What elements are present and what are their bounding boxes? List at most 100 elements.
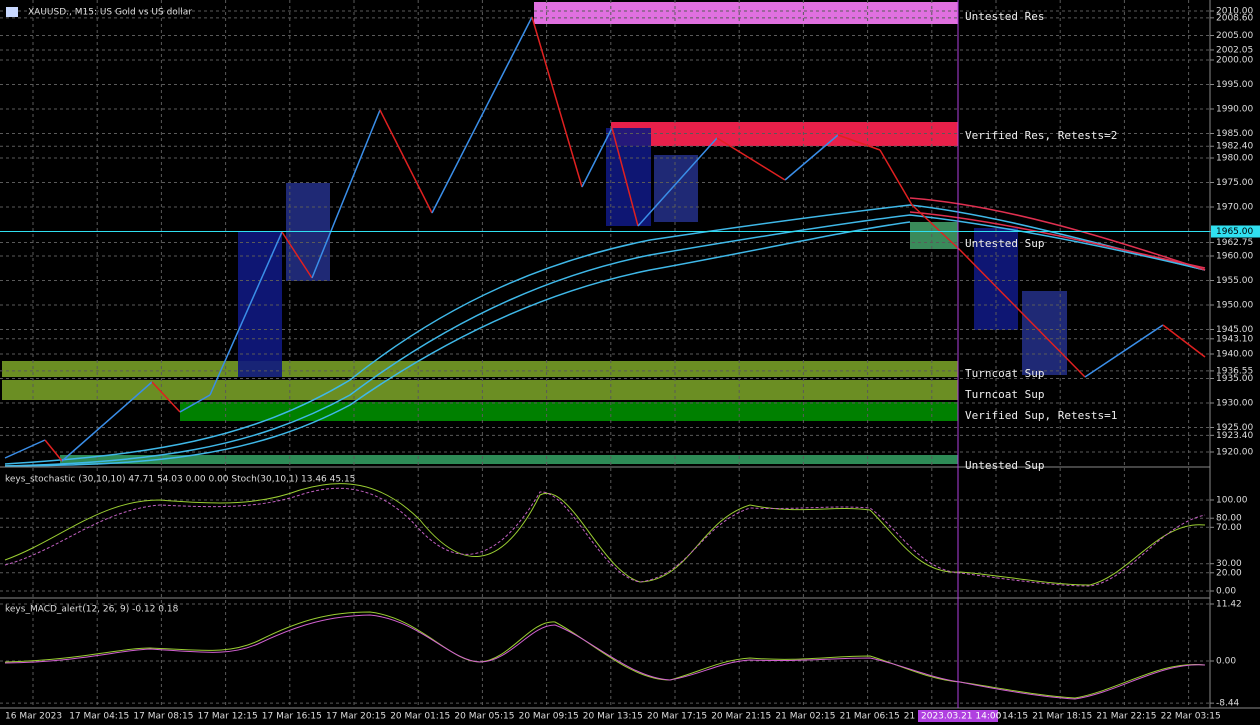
zigzag bbox=[281, 231, 313, 279]
tick-label: 2005.00 bbox=[1216, 31, 1253, 41]
time-label: 20 Mar 09:15 bbox=[519, 712, 579, 722]
zigzag bbox=[209, 231, 283, 396]
tick-label: 2008.60 bbox=[1216, 13, 1253, 23]
zone-label: Verified Res, Retests=2 bbox=[965, 129, 1117, 142]
zigzag bbox=[44, 439, 63, 462]
current-price-box bbox=[1211, 225, 1260, 238]
zigzag bbox=[311, 109, 381, 279]
time-label: 17 Mar 20:15 bbox=[326, 712, 386, 722]
zigzag bbox=[611, 127, 639, 227]
zone-gap bbox=[958, 2, 1210, 24]
tick-label: -8.44 bbox=[1216, 699, 1240, 709]
tick-label: 1962.75 bbox=[1216, 238, 1253, 248]
zone bbox=[2, 380, 958, 400]
tick-label: 1982.40 bbox=[1216, 142, 1253, 152]
time-label: 20 Mar 13:15 bbox=[583, 712, 643, 722]
tick-label: 1945.00 bbox=[1216, 325, 1253, 335]
tick-label: 1995.00 bbox=[1216, 80, 1253, 90]
zone-label: Turncoat Sup bbox=[965, 367, 1044, 380]
tick-label: 1925.00 bbox=[1216, 423, 1253, 433]
zigzag bbox=[151, 381, 181, 413]
tick-label: 2010.00 bbox=[1216, 7, 1253, 17]
tick-label: 1940.00 bbox=[1216, 350, 1253, 360]
tick-label: 1975.00 bbox=[1216, 178, 1253, 188]
time-label: 20 Mar 17:15 bbox=[647, 712, 707, 722]
box bbox=[654, 155, 698, 222]
stoch-title: keys_stochastic (30,10,10) 47.71 54.03 0… bbox=[5, 475, 355, 485]
zone bbox=[611, 122, 958, 146]
zigzag bbox=[431, 16, 533, 214]
tick-label: 1923.40 bbox=[1216, 431, 1253, 441]
tick-label: 2002.05 bbox=[1216, 45, 1253, 55]
zone bbox=[180, 402, 958, 421]
time-label: 20 Mar 01:15 bbox=[390, 712, 450, 722]
tick-label: 1950.00 bbox=[1216, 301, 1253, 311]
time-label: 17 Mar 12:15 bbox=[198, 712, 258, 722]
zigzag bbox=[784, 134, 839, 181]
macd-main bbox=[4, 611, 1206, 699]
zone bbox=[60, 455, 958, 464]
tick-label: 1985.00 bbox=[1216, 129, 1253, 139]
zigzag bbox=[4, 439, 46, 459]
ma bbox=[909, 197, 1206, 271]
zone-label: Turncoat Sup bbox=[965, 388, 1044, 401]
tick-label: 0.00 bbox=[1216, 657, 1236, 667]
tick-label: 80.00 bbox=[1216, 514, 1242, 524]
ma bbox=[4, 221, 911, 467]
zigzag bbox=[879, 149, 913, 206]
macd-title: keys_MACD_alert(12, 26, 9) -0.12 0.18 bbox=[5, 605, 179, 615]
stoch-signal bbox=[4, 487, 1206, 587]
tick-label: 1955.00 bbox=[1216, 276, 1253, 286]
zigzag bbox=[379, 109, 433, 214]
tick-label: 1943.10 bbox=[1216, 334, 1253, 344]
zigzag bbox=[179, 394, 211, 413]
time-label: 20 Mar 05:15 bbox=[454, 712, 514, 722]
current-price-label: 1965.00 bbox=[1216, 227, 1253, 237]
tick-label: 1930.00 bbox=[1216, 399, 1253, 409]
zone bbox=[534, 2, 958, 24]
zone-label: Verified Sup, Retests=1 bbox=[965, 409, 1117, 422]
time-label: 17 Mar 08:15 bbox=[133, 712, 193, 722]
zigzag bbox=[837, 134, 881, 151]
zone-label: Untested Sup bbox=[965, 459, 1044, 472]
tick-label: 1960.00 bbox=[1216, 252, 1253, 262]
box bbox=[606, 128, 651, 226]
tick-label: 100.00 bbox=[1216, 496, 1248, 506]
tick-label: 1936.55 bbox=[1216, 366, 1253, 376]
ma bbox=[4, 214, 1206, 467]
tick-label: 1935.00 bbox=[1216, 374, 1253, 384]
time-label: 20 Mar 21:15 bbox=[711, 712, 771, 722]
tick-label: 30.00 bbox=[1216, 559, 1242, 569]
zigzag bbox=[637, 137, 718, 227]
tick-label: 70.00 bbox=[1216, 523, 1242, 533]
zigzag bbox=[581, 127, 613, 188]
zigzag bbox=[531, 16, 583, 188]
time-label: 21 Mar 06:15 bbox=[840, 712, 900, 722]
tick-label: 1990.00 bbox=[1216, 105, 1253, 115]
stoch-main bbox=[4, 483, 1206, 586]
time-label: 17 Mar 04:15 bbox=[69, 712, 129, 722]
time-label: 16 Mar 2023 bbox=[5, 712, 62, 722]
time-label: 21 Mar 02:15 bbox=[775, 712, 835, 722]
time-label: 21 Mar 18:15 bbox=[1032, 712, 1092, 722]
ma bbox=[909, 211, 1206, 269]
zone-label: Untested Sup bbox=[965, 237, 1044, 250]
time-label: 21 Mar 14:15 bbox=[968, 712, 1028, 722]
zigzag bbox=[61, 381, 153, 462]
crosshair-time: 2023.03.21 14:00 bbox=[921, 712, 1002, 722]
tick-label: 11.42 bbox=[1216, 600, 1242, 610]
tick-label: 1980.00 bbox=[1216, 154, 1253, 164]
zone-label: Untested Res bbox=[965, 10, 1044, 23]
zigzag bbox=[1162, 324, 1206, 358]
time-label: 17 Mar 16:15 bbox=[262, 712, 322, 722]
tick-label: 0.00 bbox=[1216, 587, 1236, 597]
tick-label: 20.00 bbox=[1216, 568, 1242, 578]
time-label: 22 Mar 03:15 bbox=[1161, 712, 1221, 722]
ma bbox=[4, 204, 1206, 465]
tick-label: 2000.00 bbox=[1216, 56, 1253, 66]
zigzag bbox=[911, 204, 961, 251]
crosshair-time-box bbox=[918, 710, 998, 722]
zigzag bbox=[1084, 324, 1164, 378]
macd-signal bbox=[4, 614, 1206, 700]
